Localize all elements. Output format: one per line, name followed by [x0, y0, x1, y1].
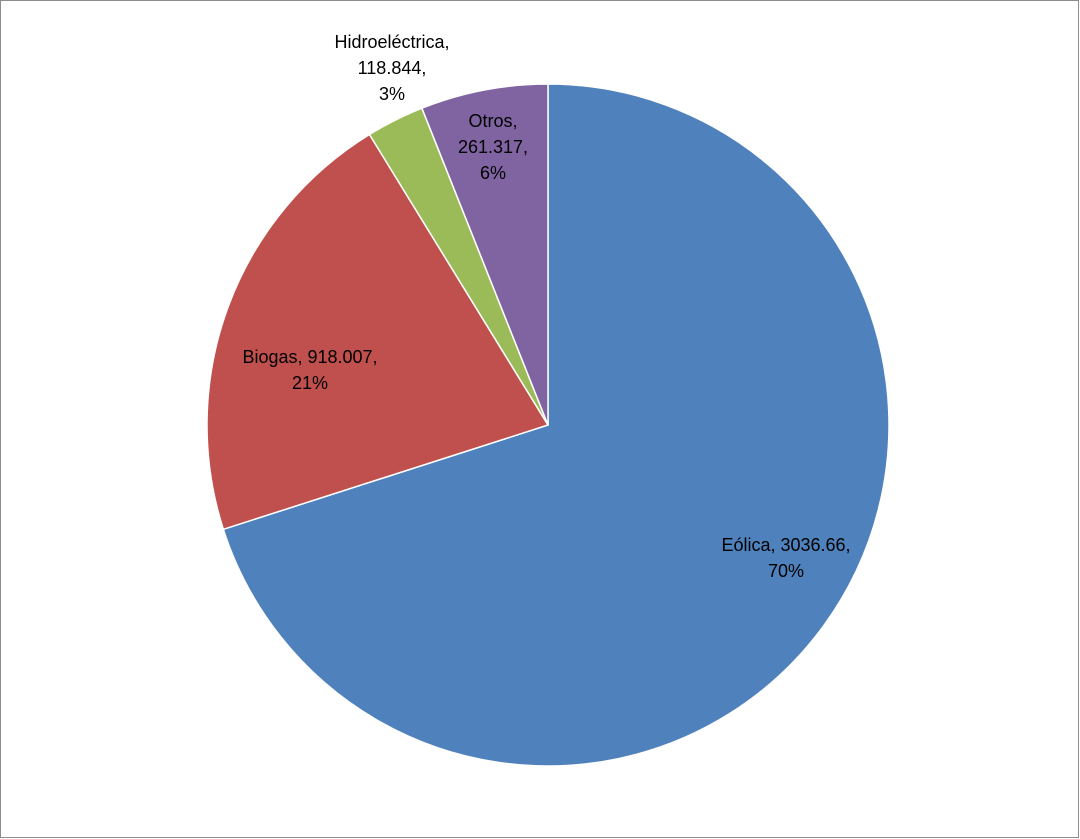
pie-slices	[206, 83, 890, 767]
data-label-biogas: Biogas, 918.007, 21%	[242, 347, 377, 393]
pie-slice-otros	[420, 83, 549, 426]
data-label-line: Otros,	[468, 111, 517, 131]
data-labels: Eólica, 3036.66, 70% Biogas, 918.007, 21% Hi…	[242, 32, 850, 581]
data-label-line: 261.317,	[458, 137, 528, 157]
data-label-line: 70%	[768, 561, 804, 581]
data-label-hidroelectrica: Hidroeléctrica, 118.844, 3%	[334, 32, 449, 104]
data-label-line: Hidroeléctrica,	[334, 32, 449, 52]
data-label-line: 3%	[379, 84, 405, 104]
pie-slice-biogas	[206, 133, 550, 531]
data-label-line: 6%	[480, 163, 506, 183]
data-label-line: Biogas, 918.007,	[242, 347, 377, 367]
data-label-otros: Otros, 261.317, 6%	[458, 111, 528, 183]
data-label-line: 21%	[292, 373, 328, 393]
pie-slice-eolica	[222, 83, 890, 767]
data-label-line: 118.844,	[358, 58, 427, 78]
data-label-line: Eólica, 3036.66,	[721, 535, 850, 555]
data-label-eolica: Eólica, 3036.66, 70%	[721, 535, 850, 581]
